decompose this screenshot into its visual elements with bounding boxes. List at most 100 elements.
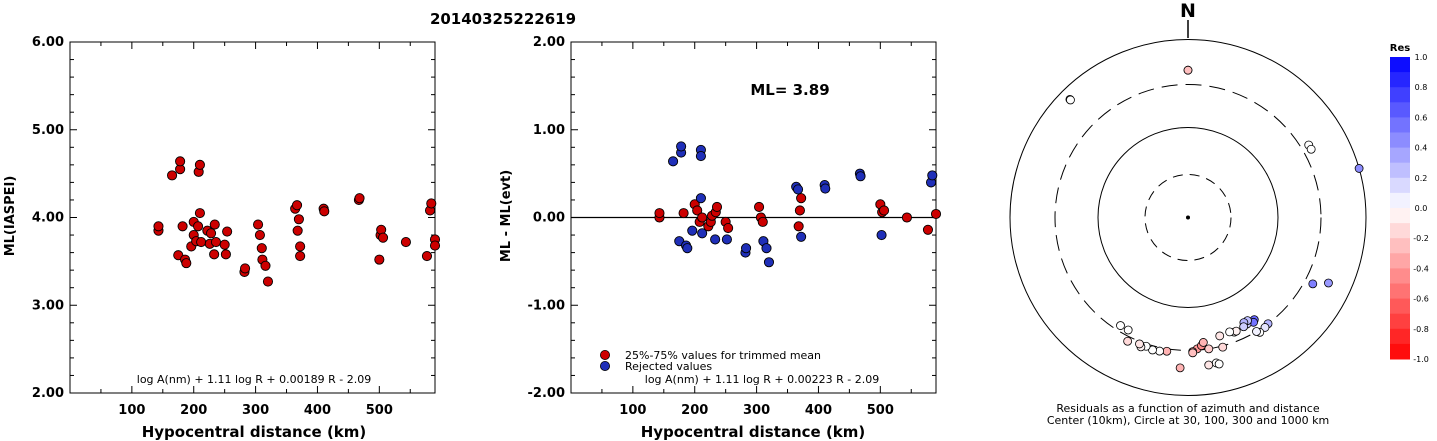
data-point [295, 251, 306, 262]
colorbar-swatch [1390, 192, 1410, 209]
used-point [654, 208, 665, 219]
colorbar-tick-label: 1.0 [1415, 53, 1428, 62]
panel1-y-tick-label: 5.00 [32, 123, 64, 138]
data-point [293, 214, 304, 225]
rejected-point [676, 141, 687, 152]
rejected-point [697, 228, 708, 239]
colorbar-swatch [1390, 57, 1410, 73]
data-point [220, 249, 231, 260]
colorbar-title: Res [1390, 43, 1410, 54]
data-point [209, 219, 220, 230]
data-point [194, 208, 205, 219]
colorbar-tick-label: -0.6 [1413, 295, 1429, 304]
data-point [153, 221, 164, 232]
colorbar-swatch [1390, 208, 1410, 224]
colorbar-swatch [1390, 87, 1410, 103]
colorbar-tick-label: 0.8 [1415, 83, 1428, 92]
station-marker [1214, 359, 1224, 369]
rejected-point [792, 184, 804, 195]
panel1-y-axis-label: ML(IASPEI) [3, 176, 18, 257]
legend-rejected-marker [600, 360, 611, 371]
station-marker [1324, 278, 1333, 288]
panel1-y-tick-label: 2.00 [32, 386, 64, 401]
rejected-point [761, 243, 772, 254]
data-point [210, 237, 222, 248]
data-point [291, 200, 303, 211]
panel2-points [654, 141, 942, 268]
colorbar-tick-label: -0.2 [1413, 234, 1429, 243]
north-label: N [1180, 0, 1196, 22]
data-point [219, 239, 230, 250]
used-point [711, 201, 723, 213]
used-point [796, 193, 807, 204]
colorbar-tick-label: -0.8 [1413, 325, 1429, 334]
panel2-x-tick-label: 300 [743, 403, 770, 418]
colorbar-tick-label: 0.6 [1415, 113, 1428, 122]
map-caption-line2: Center (10km), Circle at 30, 100, 300 an… [1047, 414, 1329, 427]
colorbar-tick-label: -0.4 [1413, 264, 1429, 273]
panel1-x-tick-label: 400 [304, 403, 331, 418]
panel1-x-ticks: 100 200 300 400 500 [100, 42, 411, 418]
station-marker [1354, 164, 1364, 173]
colorbar-swatch [1390, 102, 1410, 118]
panel-azimuth-map: N Residuals as a function of azimuth and… [1009, 0, 1367, 427]
data-point [295, 241, 306, 252]
colorbar-swatch [1390, 117, 1410, 133]
data-point [194, 159, 205, 170]
station-marker [1188, 348, 1198, 358]
rejected-point [763, 257, 775, 268]
panel-ml-residual: -2.00 -1.00 0.00 1.00 2.00 100 200 300 400 500 M… [499, 35, 942, 441]
ring-30km [1144, 174, 1232, 261]
colorbar-swatch [1390, 147, 1410, 164]
rejected-point [820, 183, 831, 194]
station-marker [1162, 346, 1172, 356]
colorbar-swatch [1390, 313, 1410, 330]
colorbar-swatch [1390, 268, 1410, 284]
panel2-x-tick-label: 200 [681, 403, 708, 418]
data-point [262, 276, 274, 287]
station-marker [1215, 331, 1225, 341]
used-point [878, 205, 890, 216]
colorbar-swatch [1390, 298, 1410, 315]
rejected-point [695, 151, 706, 162]
station-marker [1116, 321, 1125, 330]
used-point [930, 208, 942, 220]
colorbar-swatch [1390, 132, 1410, 149]
station-marker [1308, 279, 1318, 289]
colorbar-swatch [1390, 223, 1410, 239]
colorbar-swatch [1390, 283, 1410, 300]
used-point [754, 201, 765, 213]
rejected-point [796, 231, 807, 242]
data-point [256, 243, 267, 254]
data-point [429, 240, 441, 251]
panel2-y-tick-label: 2.00 [533, 35, 565, 50]
panel1-points [153, 156, 441, 287]
panel2-x-tick-label: 100 [619, 403, 646, 418]
legend-used-marker [600, 349, 611, 360]
ring-100km [1097, 127, 1279, 308]
panel3-stations [1065, 65, 1364, 373]
ring-300km [1054, 84, 1322, 351]
colorbar-tick-label: 0.0 [1415, 204, 1428, 213]
colorbar-swatches [1390, 57, 1410, 360]
residual-colorbar: Res 1.0 0.8 0.6 0.4 0.2 0.0 -0.2 -0.4 -0.6 -0.8 -1… [1390, 43, 1429, 364]
data-point [253, 219, 264, 230]
panel1-y-ticks: 2.00 3.00 4.00 5.00 6.00 [32, 35, 435, 401]
data-point [222, 226, 233, 237]
station-marker [1123, 336, 1133, 346]
ml-value-label: ML= 3.89 [750, 81, 829, 99]
data-point [196, 237, 207, 248]
rejected-point [710, 234, 721, 245]
data-point [354, 193, 365, 204]
panel2-y-tick-label: 1.00 [533, 123, 565, 138]
legend-rejected-label: Rejected values [625, 360, 712, 373]
panel1-x-tick-label: 300 [242, 403, 269, 418]
rejected-point [682, 243, 693, 254]
station-marker [1225, 327, 1235, 337]
panel1-x-tick-label: 200 [180, 403, 207, 418]
colorbar-tick-label: 0.2 [1415, 174, 1428, 183]
station-marker [1198, 338, 1208, 347]
data-point [167, 170, 178, 181]
panel1-y-tick-label: 3.00 [32, 298, 64, 313]
station-marker [1306, 144, 1316, 154]
